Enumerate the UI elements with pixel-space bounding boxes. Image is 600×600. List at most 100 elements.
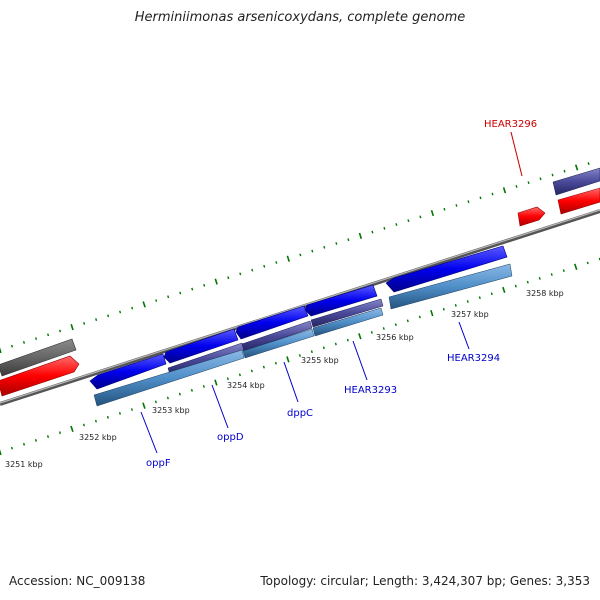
tick-outer-minor bbox=[155, 299, 158, 302]
gene-hear3296-arrow[interactable] bbox=[517, 206, 546, 227]
leader-dppC bbox=[283, 361, 299, 403]
tick-outer-major bbox=[142, 301, 146, 308]
tick-inner-minor bbox=[538, 277, 541, 280]
tick-inner-minor bbox=[478, 296, 481, 300]
gene-hear3294-arrow[interactable] bbox=[385, 245, 508, 293]
tick-outer-major bbox=[358, 232, 363, 239]
scale-ticks-outer bbox=[0, 162, 590, 354]
gene-steel-2[interactable] bbox=[242, 328, 315, 359]
tick-outer-minor bbox=[515, 184, 518, 188]
gene-steel-4[interactable] bbox=[388, 263, 513, 310]
gene-oppF-arrow[interactable] bbox=[89, 353, 167, 390]
gene-steel-3[interactable] bbox=[312, 307, 384, 337]
leader-oppD bbox=[211, 384, 229, 429]
tick-outer-minor bbox=[563, 169, 566, 173]
tick-outer-minor bbox=[95, 318, 98, 322]
gene-dppB-arrow[interactable] bbox=[304, 284, 378, 317]
scale-label-3255: 3255 kbp bbox=[301, 356, 339, 365]
genome-backbone-highlight bbox=[0, 209, 600, 404]
tick-outer-minor bbox=[443, 207, 446, 211]
label-hear3294[interactable]: HEAR3294 bbox=[447, 353, 500, 364]
tick-outer-minor bbox=[467, 200, 470, 204]
tick-inner-minor bbox=[346, 338, 349, 342]
tick-outer-major bbox=[70, 324, 74, 331]
tick-inner-minor bbox=[586, 261, 589, 265]
tick-inner-minor bbox=[178, 392, 181, 396]
tick-outer-minor bbox=[311, 249, 314, 253]
tick-inner-minor bbox=[58, 431, 62, 435]
tick-inner-major bbox=[0, 449, 2, 456]
tick-inner-minor bbox=[322, 346, 325, 350]
tick-inner-minor bbox=[274, 361, 277, 365]
tick-outer-major bbox=[430, 209, 435, 217]
tick-outer-minor bbox=[227, 276, 230, 280]
scale-label-3258: 3258 kbp bbox=[526, 289, 564, 298]
map-title: Herminiimonas arsenicoxydans, complete g… bbox=[134, 10, 466, 25]
accession-label: Accession: NC_009138 bbox=[9, 574, 146, 588]
tick-outer-minor bbox=[407, 219, 410, 223]
leader-oppF bbox=[140, 411, 158, 454]
tick-inner-minor bbox=[442, 307, 445, 311]
tick-outer-minor bbox=[335, 242, 338, 245]
tick-outer-minor bbox=[251, 268, 254, 272]
tick-inner-major bbox=[574, 263, 578, 270]
label-dppC[interactable]: dppC bbox=[287, 408, 313, 419]
tick-outer-minor bbox=[299, 253, 302, 257]
tick-inner-major bbox=[286, 356, 290, 363]
tick-inner-minor bbox=[298, 354, 301, 357]
tick-outer-minor bbox=[10, 344, 14, 348]
tick-outer-minor bbox=[551, 173, 554, 177]
gene-purple-right[interactable] bbox=[552, 167, 600, 196]
gene-oppD-arrow[interactable] bbox=[163, 328, 239, 364]
tick-outer-minor bbox=[539, 177, 542, 181]
tick-inner-minor bbox=[262, 365, 265, 369]
scale-label-3257: 3257 kbp bbox=[451, 310, 489, 319]
gene-gray-left[interactable] bbox=[0, 338, 77, 377]
tick-outer-major bbox=[502, 187, 507, 194]
gene-purple-2[interactable] bbox=[241, 320, 313, 352]
tick-outer-minor bbox=[131, 306, 134, 310]
tick-outer-minor bbox=[587, 162, 590, 166]
gene-purple-3[interactable] bbox=[310, 298, 384, 328]
tick-inner-minor bbox=[118, 412, 121, 415]
tick-inner-major bbox=[214, 379, 218, 386]
gene-steel-1[interactable] bbox=[93, 349, 245, 407]
tick-outer-minor bbox=[35, 337, 38, 340]
gene-dppC-arrow[interactable] bbox=[235, 305, 309, 340]
leader-hear3293 bbox=[352, 340, 368, 381]
tick-outer-major bbox=[574, 164, 579, 171]
tick-outer-minor bbox=[47, 333, 50, 337]
scale-ticks-inner bbox=[0, 257, 600, 456]
label-oppD[interactable]: oppD bbox=[217, 432, 244, 443]
tick-inner-minor bbox=[394, 323, 397, 327]
tick-inner-major bbox=[70, 425, 74, 432]
tick-inner-minor bbox=[22, 442, 26, 446]
tick-inner-minor bbox=[490, 292, 493, 296]
tick-inner-minor bbox=[226, 377, 229, 381]
tick-inner-minor bbox=[418, 315, 421, 319]
tick-inner-minor bbox=[190, 388, 193, 392]
tick-outer-minor bbox=[83, 321, 86, 325]
tick-inner-major bbox=[430, 309, 434, 317]
tick-outer-minor bbox=[347, 238, 350, 242]
tick-inner-minor bbox=[526, 280, 529, 284]
label-hear3293[interactable]: HEAR3293 bbox=[344, 385, 397, 396]
tick-outer-minor bbox=[455, 204, 458, 207]
tick-inner-minor bbox=[10, 446, 14, 450]
label-oppF[interactable]: oppF bbox=[146, 458, 171, 469]
tick-outer-minor bbox=[263, 264, 266, 268]
tick-outer-minor bbox=[179, 291, 182, 295]
tick-outer-minor bbox=[203, 283, 206, 287]
gene-red-right[interactable] bbox=[557, 187, 600, 215]
tick-inner-major bbox=[502, 286, 506, 294]
label-hear3296[interactable]: HEAR3296 bbox=[484, 119, 537, 130]
gene-red-left[interactable] bbox=[0, 355, 80, 397]
tick-outer-minor bbox=[22, 340, 26, 344]
tick-outer-major bbox=[214, 278, 218, 285]
leader-hear3296 bbox=[510, 131, 523, 177]
tick-inner-minor bbox=[382, 327, 385, 330]
tick-inner-minor bbox=[514, 284, 517, 288]
tick-inner-minor bbox=[334, 342, 337, 346]
tick-outer-minor bbox=[323, 245, 326, 249]
